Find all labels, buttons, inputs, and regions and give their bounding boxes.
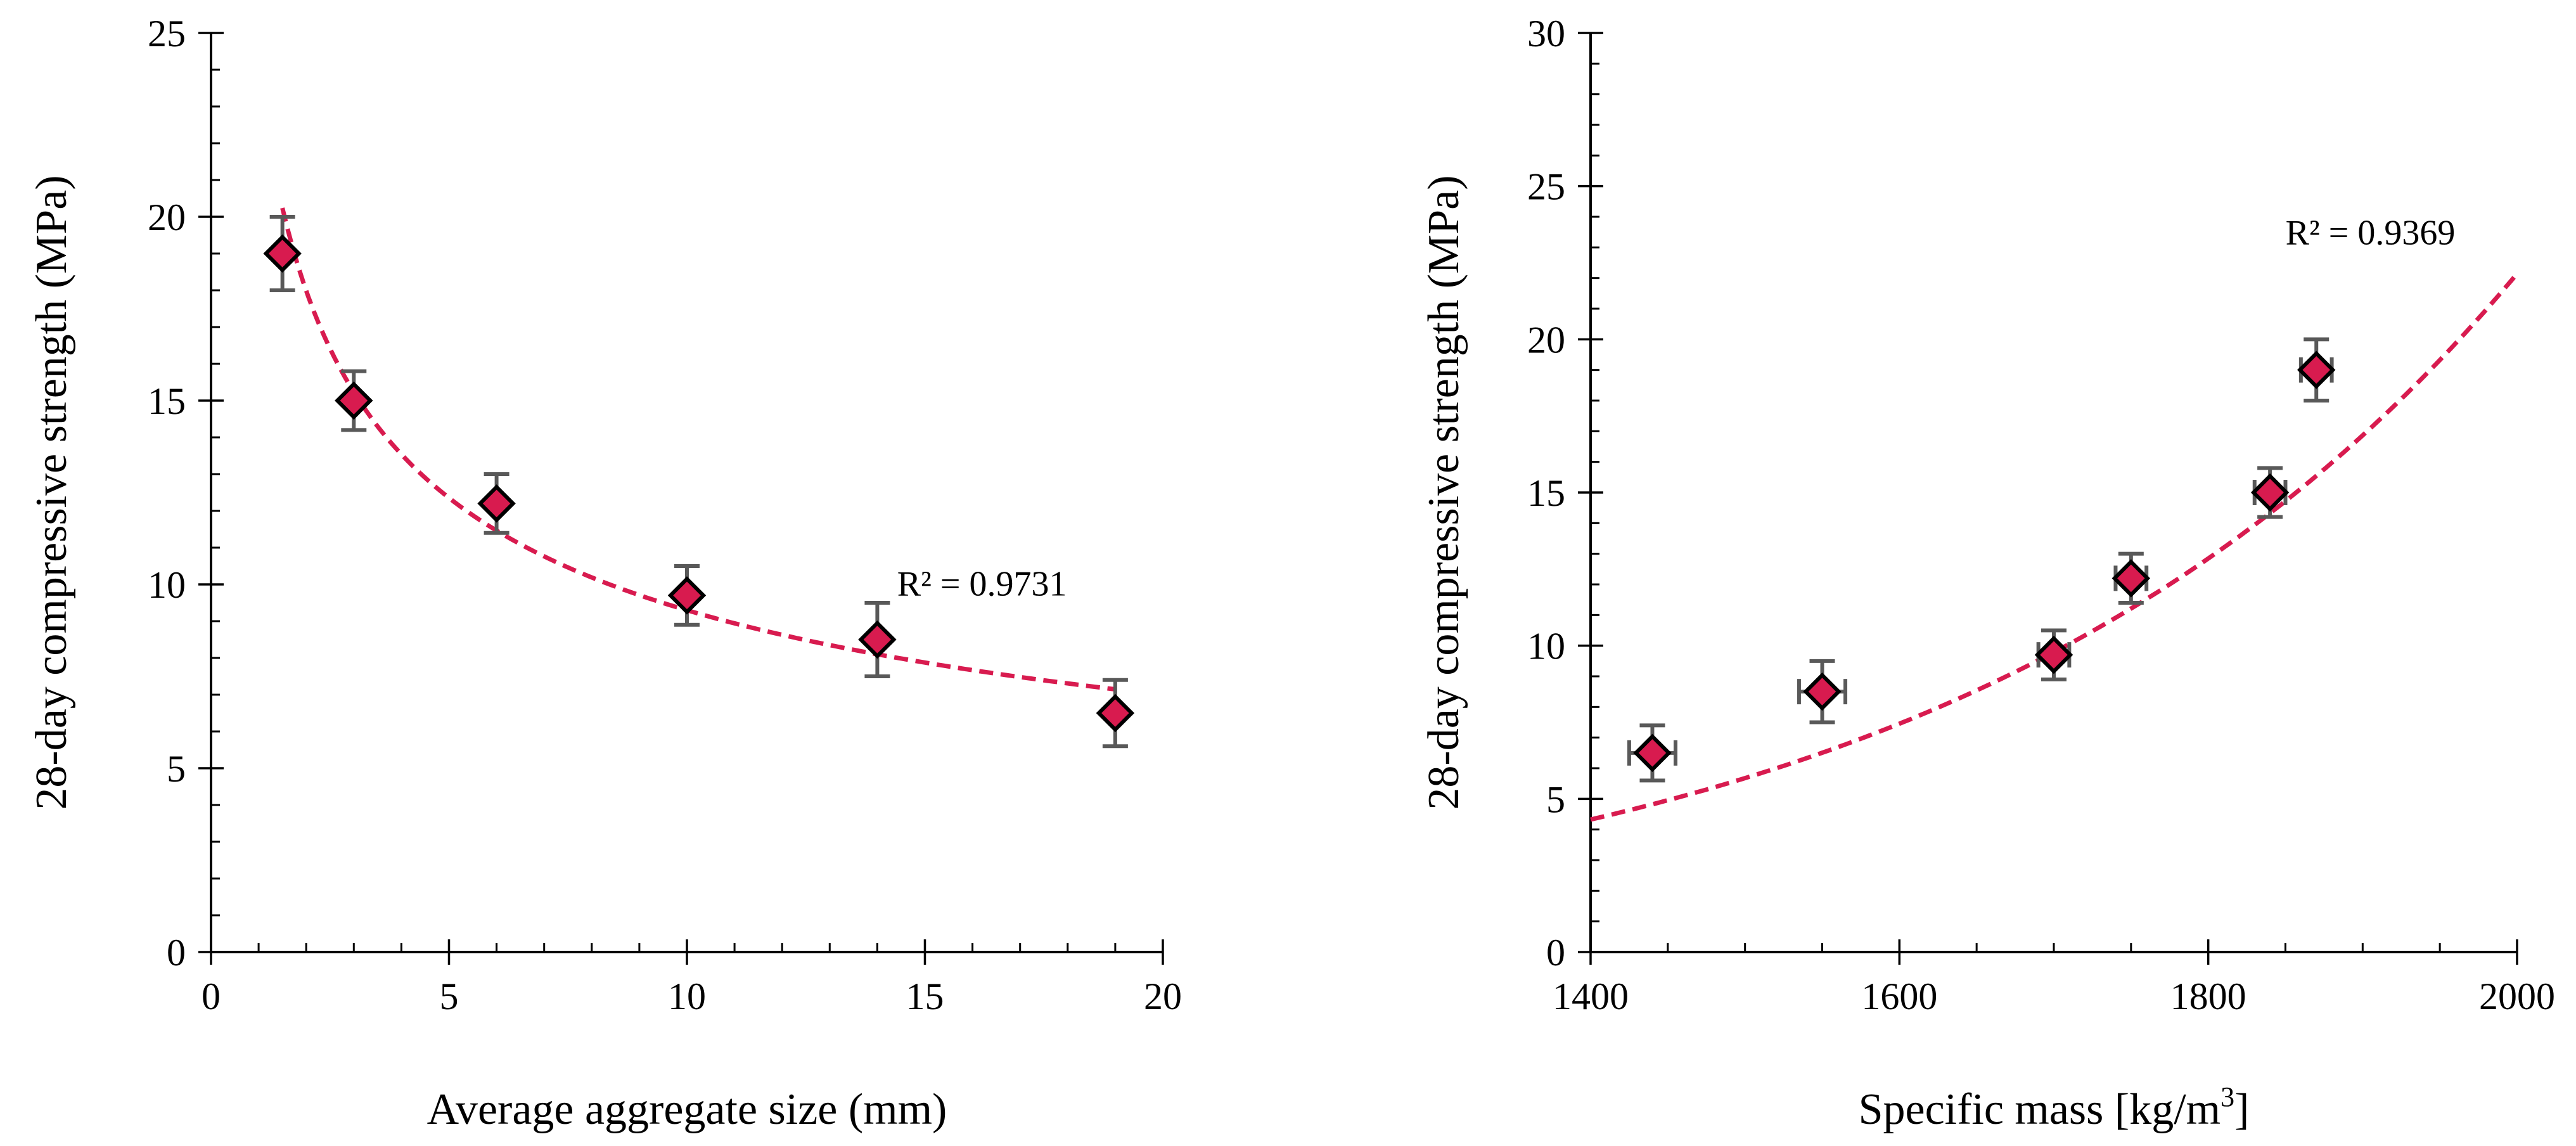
data-point	[1803, 672, 1842, 711]
data-point	[1096, 693, 1135, 733]
trendline	[280, 207, 1116, 692]
x-tick-label: 1800	[2170, 975, 2246, 1017]
x-tick-label: 1400	[1553, 975, 1629, 1017]
r-squared-label: R² = 0.9369	[2286, 214, 2456, 253]
trendline	[1590, 272, 2519, 822]
data-point	[263, 234, 302, 273]
data-point	[477, 484, 516, 523]
x-tick-label: 2000	[2479, 975, 2555, 1017]
y-tick-label: 10	[148, 564, 186, 606]
y-tick-label: 5	[167, 748, 186, 790]
x-axis-title: Specific mass [kg/m3]	[1859, 1081, 2250, 1134]
x-axis-title-end: ]	[2234, 1085, 2249, 1134]
x-tick-label: 0	[202, 975, 221, 1017]
y-tick-label: 5	[1546, 778, 1565, 820]
y-axis-title: 28-day compressive strength (MPa)	[1419, 175, 1468, 809]
y-tick-label: 10	[1527, 626, 1565, 667]
y-tick-label: 20	[1527, 319, 1565, 361]
y-tick-label: 20	[148, 196, 186, 238]
y-tick-label: 15	[1527, 472, 1565, 514]
y-tick-label: 30	[1527, 13, 1565, 55]
x-axis-title-main: Specific mass [kg/m	[1859, 1085, 2221, 1134]
y-tick-label: 25	[148, 13, 186, 55]
y-tick-label: 25	[1527, 166, 1565, 208]
data-point	[2250, 473, 2290, 512]
x-tick-label: 15	[906, 975, 944, 1017]
data-point	[2297, 351, 2336, 389]
x-tick-label: 5	[440, 975, 459, 1017]
x-tick-label: 1600	[1861, 975, 1937, 1017]
chart-aggregate-size: 0 5 10 15 20 25 0 5 10 15 20 28-day compressive str…	[27, 13, 1182, 1134]
r-squared-label: R² = 0.9731	[897, 564, 1067, 603]
data-point	[2111, 559, 2151, 598]
y-axis-title: 28-day compressive strength (MPa)	[27, 175, 76, 809]
data-point	[858, 620, 897, 659]
x-axis-title: Average aggregate size (mm)	[427, 1085, 947, 1134]
x-tick-label: 20	[1144, 975, 1182, 1017]
y-tick-label: 0	[1546, 932, 1565, 974]
x-tick-label: 10	[668, 975, 706, 1017]
data-point	[2034, 635, 2073, 674]
y-tick-label: 0	[167, 932, 186, 974]
chart-specific-mass: 0 5 10 15 20 25 30 1400 1600 1800 2000 28-day compr…	[1419, 13, 2555, 1134]
data-point	[667, 576, 707, 615]
data-point	[1633, 733, 1672, 773]
x-axis-title-main: Average aggregate size (mm)	[427, 1085, 947, 1134]
data-point	[335, 381, 373, 420]
x-axis-title-superscript: 3	[2220, 1081, 2234, 1112]
y-tick-label: 15	[148, 380, 186, 422]
